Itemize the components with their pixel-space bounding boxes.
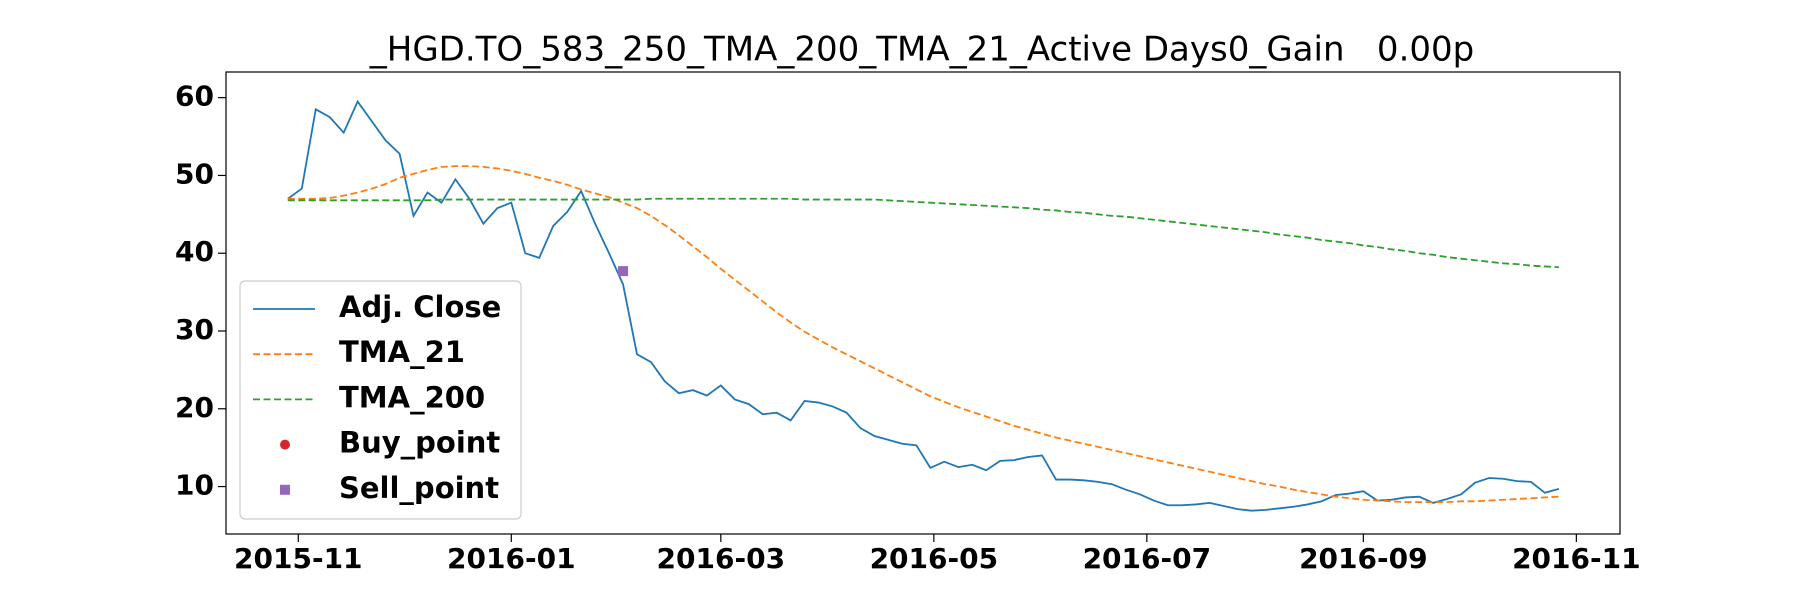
x-tick-label: 2016-01 [447, 542, 576, 575]
series-line [287, 165, 1559, 504]
plot-frame [225, 71, 1621, 535]
legend-label: Adj. Close [339, 290, 501, 324]
series-line [287, 197, 1559, 269]
x-tick-label: 2016-03 [657, 542, 786, 575]
legend-label: Buy_point [339, 426, 500, 460]
y-tick-label: 10 [175, 469, 214, 502]
x-tick-label: 2016-07 [1083, 542, 1212, 575]
series-line [287, 99, 1560, 512]
sell-marker [618, 266, 629, 277]
x-tick-label: 2016-11 [1512, 542, 1641, 575]
x-tick-label: 2016-05 [870, 542, 999, 575]
legend-label: TMA_21 [339, 335, 465, 369]
legend-marker [280, 439, 290, 450]
y-tick-label: 40 [175, 235, 214, 268]
y-tick-label: 20 [175, 391, 214, 424]
legend-label: TMA_200 [339, 380, 485, 414]
x-tick-label: 2015-11 [234, 542, 363, 575]
legend-label: Sell_point [339, 471, 499, 505]
chart-title: _HGD.TO_583_250_TMA_200_TMA_21_Active Da… [369, 30, 1474, 70]
y-tick-label: 30 [175, 313, 214, 346]
y-tick-label: 60 [175, 80, 214, 113]
legend-marker [280, 484, 290, 495]
x-tick-label: 2016-09 [1299, 542, 1428, 575]
y-tick-label: 50 [175, 157, 214, 190]
legend-box [239, 280, 522, 520]
